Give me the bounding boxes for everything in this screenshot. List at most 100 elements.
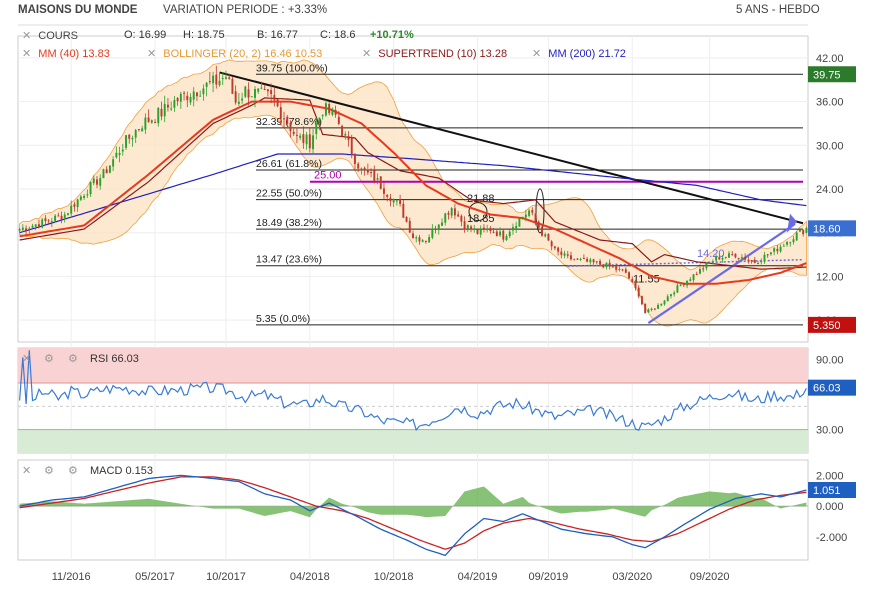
candle-body — [147, 117, 150, 122]
candle-body — [399, 199, 402, 204]
candle-body — [605, 262, 608, 268]
candle-body — [279, 107, 282, 119]
candle-body — [495, 231, 498, 237]
macd-badge-label: 1.051 — [813, 485, 841, 497]
candle-body — [470, 226, 473, 230]
mm200-label: MM (200) 21.72 — [548, 48, 626, 60]
candle-body — [486, 228, 489, 231]
candle-body — [337, 116, 340, 124]
gear-icon: ⚙ — [44, 353, 54, 365]
rising-trendline — [647, 223, 796, 324]
x-tick-label: 10/2017 — [206, 571, 246, 583]
candle-body — [163, 103, 166, 117]
candle-body — [283, 118, 285, 120]
candle-body — [286, 116, 289, 124]
candle-body — [702, 268, 705, 270]
macd-y-tick-label: 2.000 — [816, 470, 844, 482]
candle-body — [389, 197, 392, 202]
candle-body — [611, 266, 614, 268]
candle-body — [321, 115, 324, 117]
candle-body — [189, 96, 192, 103]
candle-body — [34, 224, 37, 227]
candle-body — [257, 88, 260, 92]
candle-body — [331, 108, 334, 115]
candle-body — [244, 86, 247, 97]
candle-body — [541, 227, 543, 236]
candle-body — [602, 264, 605, 268]
candle-body — [73, 204, 76, 207]
candle-body — [676, 285, 679, 293]
legend-mm200[interactable]: ✕ MM (200) 21.72 — [532, 47, 626, 60]
x-tick-label: 04/2018 — [290, 571, 330, 583]
candle-body — [154, 121, 157, 123]
close-icon[interactable]: ✕ — [362, 48, 372, 60]
candle-body — [347, 135, 350, 141]
candle-body — [460, 215, 463, 222]
candle-body — [402, 203, 405, 218]
close-icon[interactable]: ✕ — [22, 30, 32, 42]
candle-body — [798, 229, 801, 232]
candle-body — [86, 194, 89, 196]
candle-body — [769, 252, 772, 255]
descending-trendline — [219, 71, 804, 225]
candle-body — [599, 261, 601, 265]
candle-body — [637, 287, 640, 297]
candle-body — [260, 87, 263, 89]
candle-body — [186, 95, 189, 101]
y-tick-label: 42.00 — [816, 53, 844, 65]
candle-body — [299, 135, 302, 138]
close-icon: ✕ — [22, 353, 31, 365]
candle-body — [144, 117, 147, 130]
candle-body — [579, 258, 582, 260]
candle-body — [60, 215, 63, 220]
candle-body — [202, 88, 205, 95]
legend-cours[interactable]: ✕ COURS — [22, 29, 78, 42]
candle-body — [492, 231, 495, 233]
x-tick-label: 03/2020 — [612, 571, 652, 583]
x-tick-label: 05/2017 — [135, 571, 175, 583]
macd-y-tick-label: -2.000 — [816, 532, 847, 544]
candle-body — [295, 134, 298, 136]
mm40-label: MM (40) 13.83 — [38, 48, 110, 60]
candle-body — [618, 268, 621, 270]
candle-body — [157, 107, 160, 124]
candle-body — [118, 152, 121, 155]
candle-body — [334, 109, 337, 115]
candle-body — [660, 303, 663, 306]
candle-body — [766, 254, 769, 256]
candle-body — [54, 215, 57, 221]
y-tick-label: 30.00 — [816, 140, 844, 152]
close-icon[interactable]: ✕ — [22, 48, 32, 60]
candle-body — [28, 228, 31, 230]
close-icon[interactable]: ✕ — [147, 48, 157, 60]
candle-body — [392, 199, 395, 203]
candle-body — [302, 134, 305, 143]
rsi-line — [19, 350, 807, 432]
candle-body — [237, 101, 240, 104]
candle-body — [453, 208, 456, 216]
candle-body — [502, 230, 505, 240]
candle-body — [328, 103, 331, 114]
legend-bollinger[interactable]: ✕ BOLLINGER (20, 2) 16.46 10.53 — [147, 47, 322, 60]
candle-body — [360, 168, 363, 171]
x-tick-label: 09/2020 — [690, 571, 730, 583]
candle-body — [247, 89, 250, 98]
candle-body — [773, 248, 776, 252]
candle-body — [695, 273, 698, 275]
x-tick-label: 10/2018 — [374, 571, 414, 583]
candle-body — [215, 74, 218, 85]
candle-body — [566, 254, 569, 256]
candle-body — [376, 178, 379, 180]
legend-mm40[interactable]: ✕ MM (40) 13.83 — [22, 47, 110, 60]
annotation-1155: 11.55 — [633, 273, 660, 285]
candle-body — [308, 134, 311, 149]
candle-body — [47, 220, 50, 222]
candle-body — [740, 257, 743, 259]
legend-supertrend[interactable]: ✕ SUPERTREND (10) 13.28 — [362, 47, 507, 60]
candle-body — [582, 258, 585, 260]
candle-body — [353, 154, 356, 164]
close-icon[interactable]: ✕ — [532, 48, 542, 60]
candle-body — [192, 91, 195, 100]
candle-body — [150, 120, 153, 123]
